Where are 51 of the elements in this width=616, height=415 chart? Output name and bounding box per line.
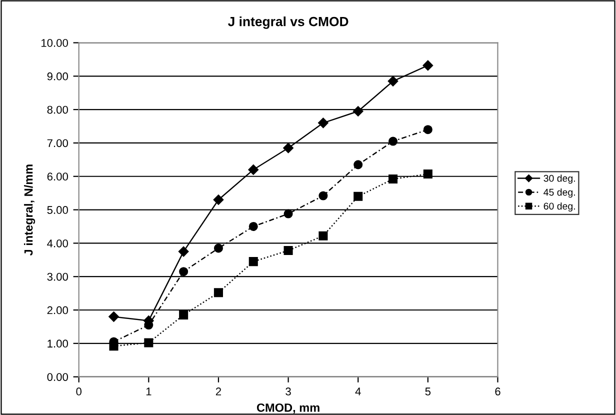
point	[248, 222, 258, 231]
point	[354, 192, 363, 201]
chart-title: J integral vs CMOD	[228, 16, 348, 29]
x-tick-label: 5	[425, 388, 431, 396]
point	[284, 246, 293, 256]
y-axis-title: J integral, N/mm	[24, 164, 36, 256]
point	[423, 125, 432, 134]
x-tick-label: 6	[495, 388, 500, 396]
y-tick-label: 10.00	[41, 39, 68, 47]
point	[108, 312, 119, 322]
y-tick-label: 2.00	[47, 306, 68, 314]
point	[388, 174, 398, 184]
x-tick-label: 0	[76, 388, 82, 396]
y-tick-label: 7.00	[47, 139, 68, 148]
point	[352, 106, 364, 116]
y-tick-label: 6.00	[47, 172, 68, 181]
point	[214, 288, 223, 298]
y-tick-label: 0.00	[47, 373, 68, 381]
x-tick-label: 4	[355, 388, 361, 396]
x-tick-label: 2	[216, 388, 222, 396]
point	[179, 267, 188, 276]
point	[284, 209, 293, 218]
point	[318, 191, 328, 200]
point	[388, 136, 398, 146]
x-tick-label: 1	[146, 388, 152, 396]
legend-label: 60 deg.	[544, 202, 575, 212]
point	[109, 342, 118, 351]
point	[248, 257, 258, 266]
point	[354, 160, 363, 170]
point	[283, 142, 294, 154]
legend-label: 45 deg.	[544, 188, 575, 198]
legend-label: 30 deg.	[544, 174, 575, 184]
point	[179, 310, 188, 320]
y-tick-label: 4.00	[47, 239, 68, 248]
y-tick-label: 9.00	[47, 72, 68, 80]
x-tick-label: 3	[286, 388, 291, 396]
point	[248, 164, 258, 175]
point	[388, 76, 398, 86]
y-tick-label: 8.00	[47, 106, 68, 114]
point	[214, 244, 223, 253]
point	[178, 246, 189, 257]
y-tick-label: 3.00	[47, 272, 68, 281]
point	[144, 338, 154, 348]
point	[423, 170, 432, 179]
point	[422, 60, 434, 71]
point	[318, 231, 328, 240]
point	[318, 118, 328, 128]
x-axis-title: CMOD, mm	[256, 403, 320, 414]
y-tick-label: 1.00	[48, 340, 68, 348]
y-tick-label: 5.00	[47, 206, 68, 214]
point	[213, 194, 224, 205]
